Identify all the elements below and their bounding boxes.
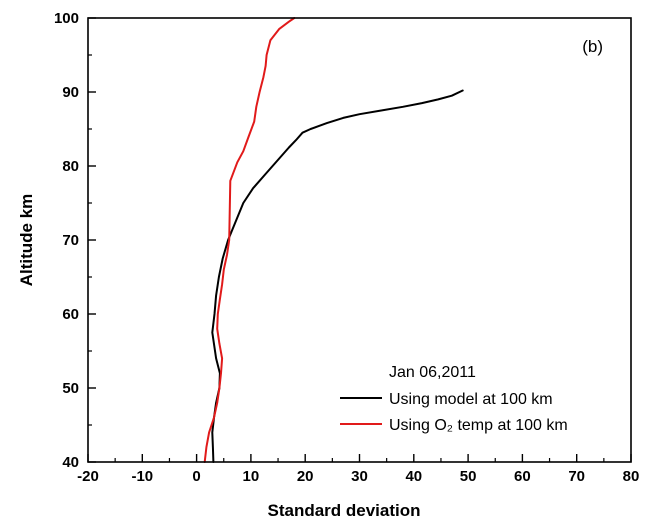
- legend: Jan 06,2011 Using model at 100 km Using …: [340, 364, 568, 434]
- y-tick-label: 100: [54, 10, 79, 27]
- x-tick-label: 30: [351, 468, 368, 485]
- legend-label-model: Using model at 100 km: [389, 391, 553, 408]
- x-tick-label: 0: [192, 468, 200, 485]
- ticks-layer: [87, 17, 632, 463]
- x-axis-title: Standard deviation: [267, 501, 420, 520]
- x-tick-label: 70: [568, 468, 585, 485]
- series-layer: [203, 17, 464, 463]
- x-tick-label: 50: [460, 468, 477, 485]
- y-axis-title: Altitude km: [17, 194, 36, 287]
- y-tick-label: 70: [62, 232, 79, 249]
- panel-label: (b): [582, 37, 603, 56]
- y-tick-label: 50: [62, 380, 79, 397]
- y-tick-label: 40: [62, 454, 79, 471]
- y-tick-labels: 40 50 60 70 80 90 100: [54, 10, 79, 471]
- legend-label-o2: Using O₂ temp at 100 km: [389, 417, 568, 434]
- x-tick-label: -10: [131, 468, 153, 485]
- x-tick-label: 20: [297, 468, 314, 485]
- legend-title: Jan 06,2011: [389, 364, 476, 381]
- x-tick-labels: -20 -10 0 10 20 30 40 50 60 70 80: [77, 468, 639, 485]
- y-tick-label: 60: [62, 306, 79, 323]
- y-tick-label: 80: [62, 158, 79, 175]
- x-tick-label: 40: [405, 468, 422, 485]
- x-tick-label: -20: [77, 468, 99, 485]
- x-tick-label: 10: [243, 468, 260, 485]
- x-tick-label: 60: [514, 468, 531, 485]
- x-tick-label: 80: [623, 468, 640, 485]
- y-tick-label: 90: [62, 84, 79, 101]
- series-line-o2: [203, 17, 296, 463]
